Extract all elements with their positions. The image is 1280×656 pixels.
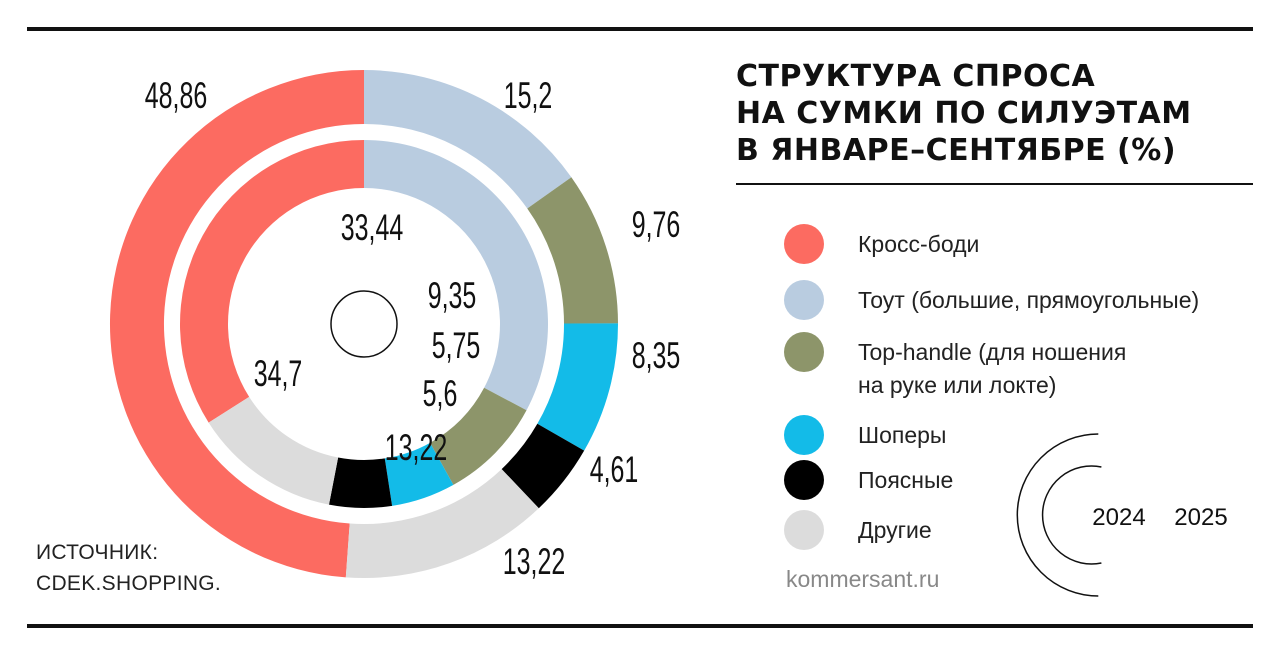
year-key-outer-arc — [1016, 433, 1099, 597]
legend-swatch — [784, 460, 824, 500]
legend-label: Кросс-боди — [858, 231, 980, 257]
legend-item-belt: Поясные — [784, 460, 1244, 500]
inner-ring-labels: 34,7 33,44 9,35 5,75 5,6 13,22 — [254, 207, 481, 468]
inner-label-top-handle: 9,35 — [428, 275, 477, 316]
title-line-1: СТРУКТУРА СПРОСА — [736, 59, 1096, 94]
inner-slice-other — [208, 396, 339, 505]
legend-item-shoppers: Шоперы — [784, 415, 1244, 455]
legend-label: Поясные — [858, 467, 954, 493]
legend-label: Тоут (большие, прямоугольные) — [858, 287, 1200, 313]
outer-label-other: 13,22 — [503, 541, 565, 582]
site-credit: kommersant.ru — [786, 566, 940, 592]
outer-slice-other — [345, 469, 539, 579]
center-circle — [330, 290, 398, 358]
top-rule — [27, 27, 1253, 31]
legend-swatch — [784, 224, 824, 264]
legend-swatch — [784, 280, 824, 320]
inner-label-other: 13,22 — [385, 427, 447, 468]
inner-slice-cross-body — [179, 140, 364, 423]
outer-slice-cross-body — [109, 70, 364, 578]
source-note: ИСТОЧНИК: CDEK.SHOPPING. — [36, 541, 222, 595]
inner-slice-belt — [328, 457, 393, 508]
legend-swatch — [784, 415, 824, 455]
inner-label-cross-body: 34,7 — [254, 353, 303, 394]
chart-title: СТРУКТУРА СПРОСА НА СУМКИ ПО СИЛУЭТАМ В … — [736, 58, 1256, 169]
title-line-3: В ЯНВАРЕ–СЕНТЯБРЕ (%) — [736, 133, 1177, 168]
legend-label: Другие — [858, 517, 932, 543]
title-line-2: НА СУМКИ ПО СИЛУЭТАМ — [736, 96, 1192, 131]
outer-ring-labels: 48,86 15,2 9,76 8,35 4,61 13,22 — [145, 75, 681, 582]
inner-label-tote: 33,44 — [341, 207, 403, 248]
outer-label-shoppers: 8,35 — [632, 335, 681, 376]
outer-slice-belt — [501, 423, 585, 509]
outer-slice-shoppers — [537, 323, 619, 451]
inner-slice-top-handle — [430, 387, 527, 485]
outer-slice-tote — [364, 70, 572, 209]
legend-item-top-handle: Top-handle (для ношения на руке или локт… — [784, 332, 1244, 398]
inner-label-belt: 5,6 — [423, 373, 458, 414]
inner-slice-shoppers — [384, 442, 454, 506]
legend-swatch — [784, 510, 824, 550]
title-divider — [736, 183, 1253, 185]
year-label-2025: 2025 — [1174, 504, 1227, 531]
inner-label-shoppers: 5,75 — [432, 325, 481, 366]
year-key-inner-arc — [1041, 465, 1102, 565]
bottom-rule — [27, 624, 1253, 628]
legend-item-other: Другие — [784, 510, 1244, 550]
inner-ring-2024 — [179, 140, 548, 508]
legend-item-cross-body: Кросс-боди — [784, 224, 1244, 264]
outer-label-top-handle: 9,76 — [632, 204, 681, 245]
legend-label: Top-handle (для ношения на руке или локт… — [858, 339, 1127, 398]
year-key: 2024 2025 — [1016, 433, 1228, 597]
year-label-2024: 2024 — [1092, 504, 1145, 531]
legend-item-tote: Тоут (большие, прямоугольные) — [784, 280, 1244, 320]
outer-label-cross-body: 48,86 — [145, 75, 207, 116]
outer-label-tote: 15,2 — [504, 75, 553, 116]
outer-label-belt: 4,61 — [590, 449, 639, 490]
legend-swatch — [784, 332, 824, 372]
outer-slice-top-handle — [527, 177, 618, 324]
outer-ring-2025 — [109, 70, 619, 579]
legend-label: Шоперы — [858, 422, 947, 448]
inner-slice-tote — [364, 140, 548, 411]
